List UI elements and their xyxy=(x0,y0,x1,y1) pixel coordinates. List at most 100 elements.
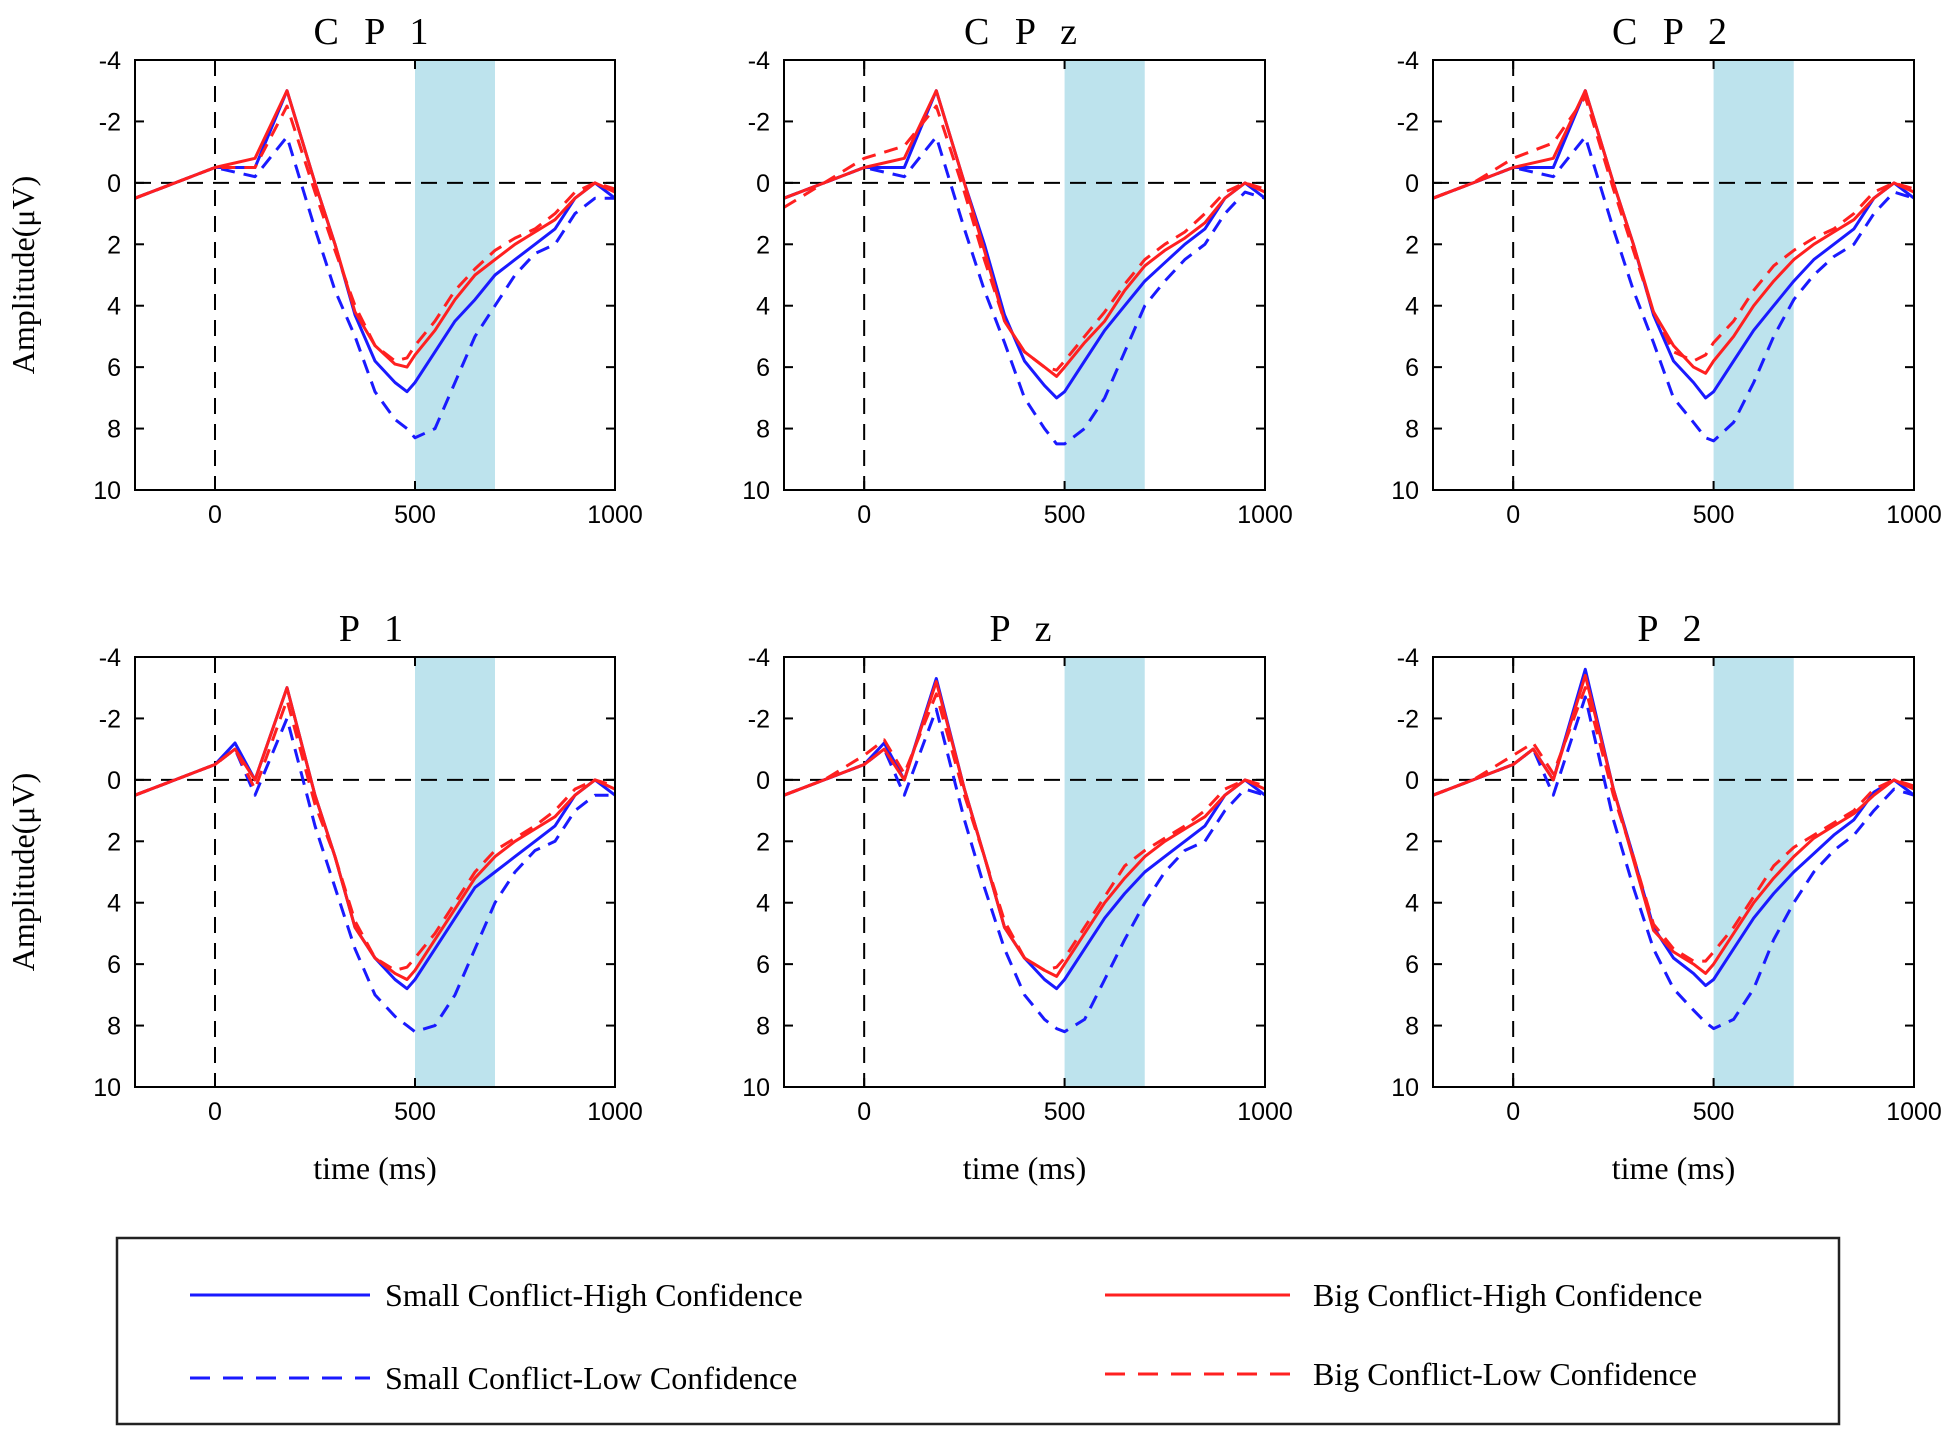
y-tick-label: 8 xyxy=(107,416,121,444)
y-tick-label: 2 xyxy=(107,231,121,259)
legend-label-bc-hc: Big Conflict-High Confidence xyxy=(1313,1277,1702,1313)
panel-cp2: -4 -2 0 2 4 6 8 10 0 500 1000 C P 2 xyxy=(1391,11,1942,529)
x-tick-label: 1000 xyxy=(587,1098,643,1126)
y-tick-label: 4 xyxy=(107,890,121,918)
x-axis-label: time (ms) xyxy=(963,1150,1087,1186)
legend-label-sc-hc: Small Conflict-High Confidence xyxy=(385,1277,803,1313)
panel-title: P z xyxy=(989,608,1059,650)
y-tick-label: 10 xyxy=(93,477,121,505)
y-tick-label: -4 xyxy=(99,47,121,75)
panel-p1: -4 -2 0 2 4 6 8 10 0 500 1000 P 1 Amplitude(μV) time … xyxy=(5,608,643,1186)
series-bc-hc xyxy=(783,89,1266,378)
y-tick-label: 10 xyxy=(1391,477,1419,505)
y-tick-label: 8 xyxy=(756,1013,770,1041)
y-tick-label: 4 xyxy=(1405,293,1419,321)
x-tick-label: 0 xyxy=(1506,1098,1520,1126)
y-tick-label: 10 xyxy=(742,1074,770,1102)
x-tick-label: 500 xyxy=(1044,501,1086,529)
series-sc-hc xyxy=(1432,667,1915,988)
x-tick-label: 1000 xyxy=(1237,1098,1293,1126)
axes-frame xyxy=(783,656,1266,1088)
panel-p2: -4 -2 0 2 4 6 8 10 0 500 1000 P 2 time (ms) xyxy=(1391,608,1942,1186)
y-tick-label: 0 xyxy=(1405,767,1419,795)
series-sc-lc xyxy=(783,707,1266,1034)
y-tick-label: 6 xyxy=(1405,354,1419,382)
y-tick-label: 8 xyxy=(1405,1013,1419,1041)
y-tick-label: 4 xyxy=(756,890,770,918)
x-tick-label: 1000 xyxy=(1237,501,1293,529)
y-tick-label: -4 xyxy=(1397,47,1419,75)
y-tick-label: 4 xyxy=(107,293,121,321)
y-tick-label: 6 xyxy=(756,951,770,979)
panel-title: C P 1 xyxy=(313,11,436,53)
x-tick-label: 0 xyxy=(1506,501,1520,529)
legend: Small Conflict-High Confidence Small Con… xyxy=(115,1236,1841,1426)
x-tick-label: 0 xyxy=(208,1098,222,1126)
series-sc-hc xyxy=(1432,89,1915,400)
x-tick-label: 1000 xyxy=(587,501,643,529)
series-bc-lc xyxy=(783,104,1266,372)
highlight-window xyxy=(1713,60,1794,490)
series-sc-lc xyxy=(783,135,1266,446)
y-tick-label: 8 xyxy=(107,1013,121,1041)
y-tick-label: 10 xyxy=(93,1074,121,1102)
panel-pz: -4 -2 0 2 4 6 8 10 0 500 1000 P z time (ms) xyxy=(742,608,1293,1186)
y-tick-label: -4 xyxy=(99,644,121,672)
series-bc-lc xyxy=(1432,686,1915,963)
highlight-window xyxy=(415,657,495,1087)
y-tick-label: -4 xyxy=(748,47,770,75)
panel-title: P 2 xyxy=(1637,608,1709,650)
series-sc-lc xyxy=(134,716,615,1034)
x-axis-label: time (ms) xyxy=(1612,1150,1736,1186)
y-tick-label: 0 xyxy=(107,767,121,795)
x-tick-label: 1000 xyxy=(1886,501,1942,529)
highlight-window xyxy=(1064,657,1145,1087)
y-tick-label: -2 xyxy=(748,108,770,136)
legend-label-bc-lc: Big Conflict-Low Confidence xyxy=(1313,1356,1697,1392)
axes-frame xyxy=(1432,59,1915,491)
highlight-window xyxy=(415,60,495,490)
y-tick-label: 2 xyxy=(1405,231,1419,259)
series-bc-hc xyxy=(1432,673,1915,975)
x-tick-label: 1000 xyxy=(1886,1098,1942,1126)
series-sc-hc xyxy=(134,686,616,991)
x-tick-label: 500 xyxy=(394,501,436,529)
y-tick-label: 6 xyxy=(1405,951,1419,979)
series-bc-hc xyxy=(783,680,1266,978)
series-bc-lc xyxy=(134,104,616,363)
y-tick-label: 2 xyxy=(756,828,770,856)
y-tick-label: 2 xyxy=(1405,828,1419,856)
series-bc-lc xyxy=(783,692,1266,972)
y-tick-label: 4 xyxy=(1405,890,1419,918)
series-sc-lc xyxy=(1432,135,1915,443)
panel-title: P 1 xyxy=(339,608,411,650)
y-tick-label: 8 xyxy=(1405,416,1419,444)
series-sc-hc xyxy=(134,89,616,394)
y-tick-label: 6 xyxy=(756,354,770,382)
series-bc-lc xyxy=(134,698,616,972)
y-tick-label: 0 xyxy=(756,170,770,198)
y-tick-label: 2 xyxy=(107,828,121,856)
series-bc-hc xyxy=(1432,89,1915,375)
x-axis-label: time (ms) xyxy=(313,1150,437,1186)
y-axis-label: Amplitude(μV) xyxy=(5,176,41,374)
y-tick-label: 0 xyxy=(756,767,770,795)
axes-frame xyxy=(134,656,616,1088)
series-bc-hc xyxy=(134,686,616,981)
y-tick-label: 4 xyxy=(756,293,770,321)
y-tick-label: 0 xyxy=(107,170,121,198)
axes-frame xyxy=(783,59,1266,491)
y-tick-label: 10 xyxy=(1391,1074,1419,1102)
y-tick-label: -2 xyxy=(748,705,770,733)
y-tick-label: -2 xyxy=(99,705,121,733)
x-tick-label: 500 xyxy=(1693,501,1735,529)
panel-cpz: -4 -2 0 2 4 6 8 10 0 500 1000 C P z xyxy=(742,11,1293,529)
x-tick-label: 500 xyxy=(1693,1098,1735,1126)
x-tick-label: 500 xyxy=(1044,1098,1086,1126)
panel-cp1: -4 -2 0 2 4 6 8 10 0 500 1000 C P 1 Amplitude(μV) xyxy=(5,11,643,529)
x-tick-label: 0 xyxy=(208,501,222,529)
axes-frame xyxy=(1432,656,1915,1088)
series-bc-hc xyxy=(134,89,616,369)
y-tick-label: -2 xyxy=(99,108,121,136)
